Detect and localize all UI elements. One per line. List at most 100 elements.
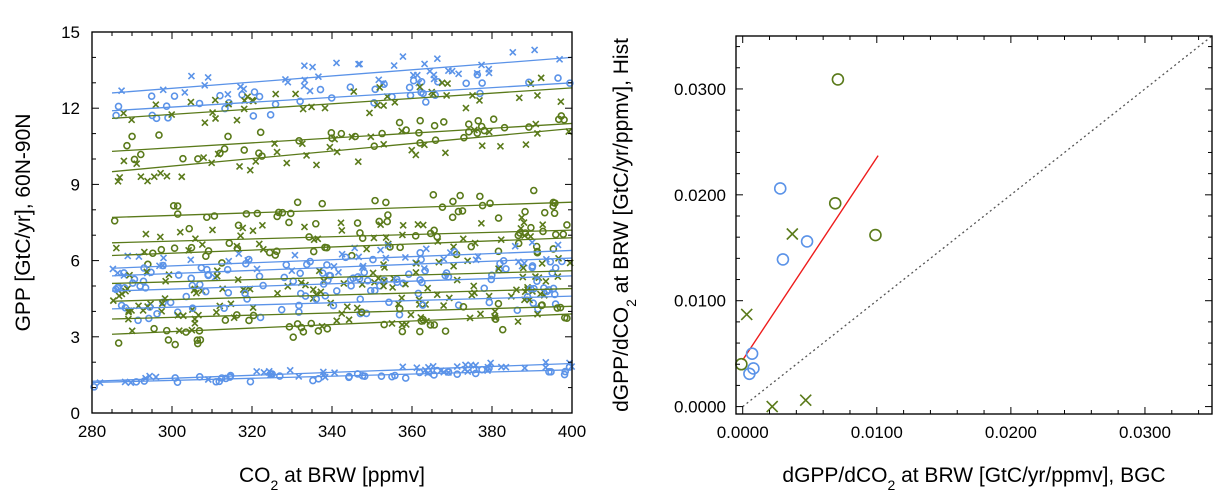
left-trend-line-0 xyxy=(111,56,573,94)
left-point-stroke-b xyxy=(475,96,484,105)
left-point xyxy=(369,269,377,277)
left-point xyxy=(526,284,535,293)
left-point-stroke-b xyxy=(115,292,123,300)
left-point xyxy=(211,96,219,104)
left-point xyxy=(370,99,378,107)
left-point xyxy=(378,129,386,138)
left-point xyxy=(295,301,303,310)
left-point xyxy=(284,282,292,290)
left-point xyxy=(220,145,229,153)
left-point xyxy=(152,101,160,109)
left-point xyxy=(133,160,141,168)
left-point xyxy=(389,283,397,291)
left-point xyxy=(376,83,384,91)
model-point xyxy=(831,73,845,86)
left-x-tick-label: 340 xyxy=(318,422,346,441)
left-point xyxy=(137,173,145,181)
left-point xyxy=(194,155,202,163)
right-y-axis-label: dGPP/dCO2 at BRW [GtC/yr/ppmv], Hist xyxy=(610,38,639,412)
left-point-stroke-b xyxy=(401,280,410,288)
left-point xyxy=(293,320,302,328)
left-point xyxy=(162,102,171,111)
left-point xyxy=(443,91,451,100)
left-point-stroke-b xyxy=(187,98,195,106)
left-point xyxy=(516,229,524,237)
left-point xyxy=(187,256,195,264)
left-point xyxy=(520,219,528,227)
left-point-stroke-b xyxy=(253,367,261,375)
left-point-stroke-b xyxy=(214,150,222,158)
left-point xyxy=(379,261,388,269)
left-point xyxy=(497,236,505,244)
left-point xyxy=(385,298,393,307)
left-point-stroke-b xyxy=(176,228,184,236)
left-point xyxy=(363,276,372,285)
left-point xyxy=(253,209,262,218)
left-point-stroke-b xyxy=(398,294,406,302)
left-point xyxy=(369,255,377,264)
left-point xyxy=(537,301,546,310)
model-point-stroke-b xyxy=(799,394,812,407)
left-trend-line-2 xyxy=(111,87,573,120)
left-point xyxy=(210,212,219,220)
left-point-stroke-b xyxy=(321,104,329,112)
left-point-stroke-b xyxy=(317,288,325,296)
left-point xyxy=(252,157,260,166)
left-point xyxy=(178,173,186,181)
left-point xyxy=(224,132,232,141)
left-point-stroke-b xyxy=(455,70,463,78)
left-point xyxy=(112,285,120,294)
left-point-stroke-b xyxy=(133,160,141,168)
left-point-stroke-b xyxy=(112,244,120,252)
left-point xyxy=(346,83,355,91)
left-point-stroke-b xyxy=(426,67,434,75)
left-x-tick-label: 300 xyxy=(158,422,186,441)
left-point xyxy=(411,232,420,240)
left-point xyxy=(112,244,120,252)
left-point xyxy=(245,316,253,325)
left-point xyxy=(209,108,217,117)
left-point xyxy=(250,88,259,96)
left-point xyxy=(553,304,562,312)
left-point xyxy=(350,87,358,96)
left-y-tick-label: 9 xyxy=(71,175,80,194)
left-point-stroke-b xyxy=(208,226,217,234)
left-point-stroke-b xyxy=(536,290,545,298)
left-point xyxy=(283,159,291,167)
left-point-stroke-b xyxy=(430,71,438,79)
left-point xyxy=(532,242,541,251)
left-point xyxy=(214,150,222,158)
left-point xyxy=(204,247,213,255)
left-point-stroke-b xyxy=(367,133,375,141)
left-point-stroke-b xyxy=(450,262,458,270)
left-point xyxy=(398,294,406,302)
left-point xyxy=(435,258,443,266)
left-point xyxy=(401,374,410,382)
left-point xyxy=(360,268,369,277)
left-point-stroke-b xyxy=(419,221,427,229)
left-trend-line-4 xyxy=(111,127,573,173)
left-point-stroke-b xyxy=(326,143,334,151)
left-point xyxy=(280,273,289,282)
left-point-stroke-b xyxy=(533,91,542,99)
left-point xyxy=(416,83,424,91)
left-point xyxy=(314,327,323,335)
left-point xyxy=(211,114,220,123)
left-point xyxy=(398,327,407,336)
left-point xyxy=(300,223,309,231)
left-point-stroke-b xyxy=(354,158,362,166)
left-point-stroke-b xyxy=(291,90,300,98)
left-point xyxy=(114,177,122,185)
left-point-stroke-b xyxy=(468,91,477,99)
left-point xyxy=(299,105,307,113)
left-point xyxy=(543,287,551,296)
left-point xyxy=(341,253,350,262)
left-point-stroke-b xyxy=(373,101,381,109)
left-point xyxy=(419,89,427,98)
left-point-stroke-b xyxy=(556,55,564,63)
left-point xyxy=(550,209,559,218)
left-point-stroke-b xyxy=(158,299,166,308)
left-point xyxy=(153,310,161,318)
left-point-stroke-b xyxy=(478,142,486,150)
left-point xyxy=(221,316,230,324)
